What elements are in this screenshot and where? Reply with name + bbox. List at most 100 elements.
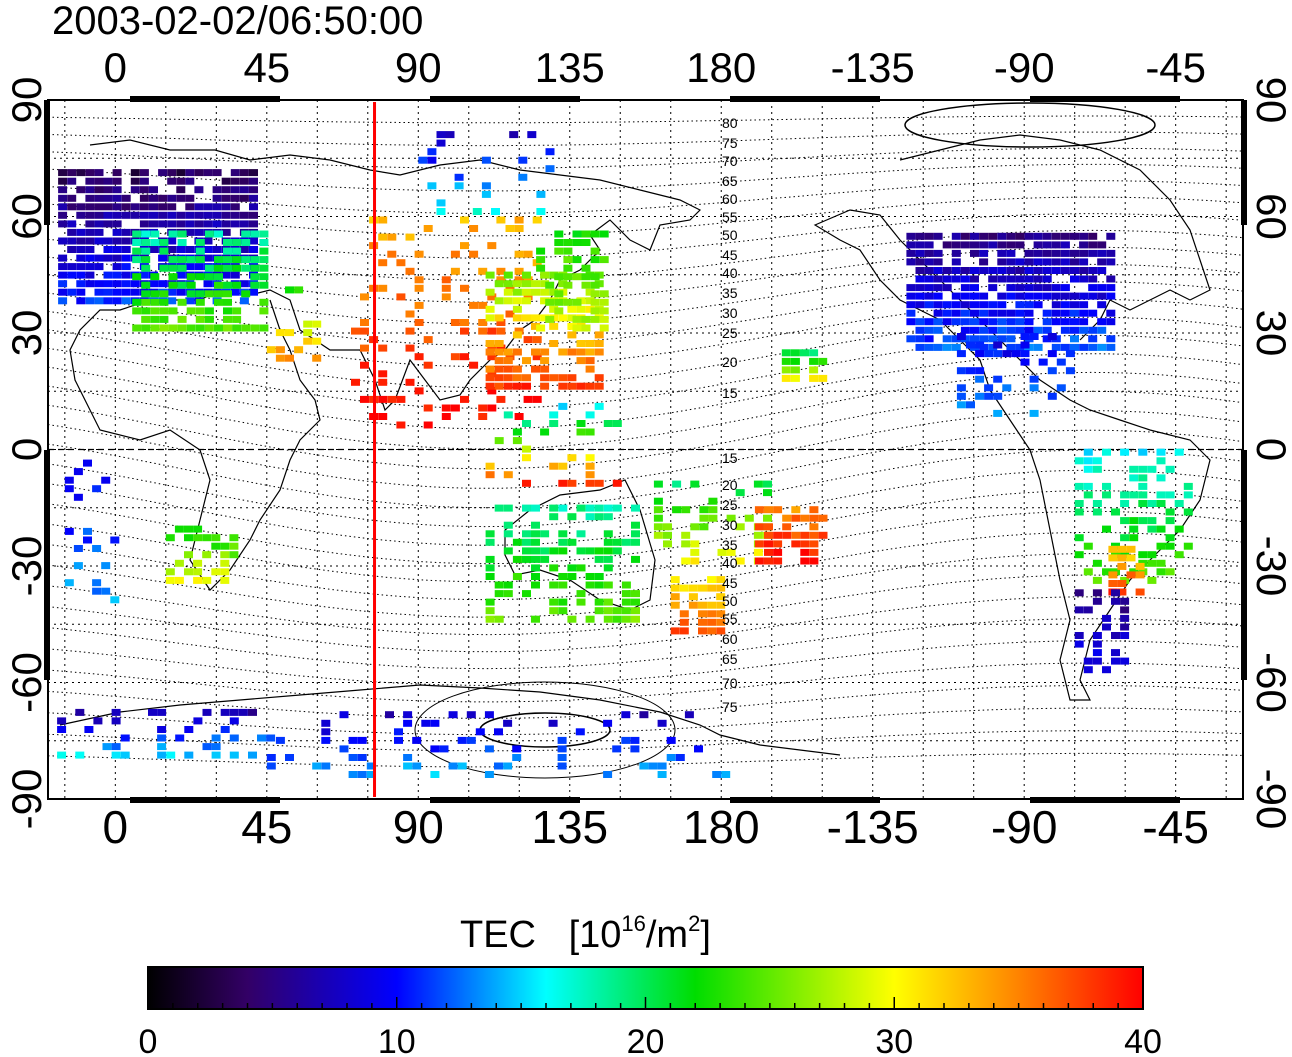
tec-cell [214, 273, 223, 281]
tec-cell [157, 751, 167, 759]
tec-cell [549, 504, 559, 512]
tec-cell [933, 258, 943, 266]
tec-cell [809, 357, 819, 365]
tec-cell [540, 288, 550, 296]
tec-cell [67, 246, 77, 253]
tec-cell [997, 275, 1007, 283]
tec-cell [75, 708, 85, 716]
contour-label: 60 [722, 191, 738, 207]
tec-cell [915, 267, 925, 274]
tec-cell [184, 525, 193, 533]
tec-cell [726, 548, 736, 556]
y-tick-label-right: -60 [1248, 652, 1292, 713]
tec-cell [67, 271, 77, 279]
tec-cell [1120, 517, 1130, 525]
tec-cell [184, 726, 194, 733]
tec-cell [121, 211, 131, 219]
contour-label: 50 [722, 593, 738, 609]
tec-cell [487, 293, 497, 301]
tec-cell [540, 314, 550, 322]
tec-cell [112, 177, 122, 185]
tec-cell [567, 513, 577, 521]
tec-cell [503, 365, 513, 373]
tec-cell [679, 610, 689, 618]
tec-cell [1108, 545, 1118, 553]
tec-cell [1111, 597, 1120, 605]
tec-cell [549, 305, 559, 313]
tec-cell [523, 276, 533, 284]
tec-cell [1088, 249, 1098, 257]
tec-cell [1047, 392, 1057, 400]
tec-cell [1088, 284, 1098, 292]
tec-cell [94, 186, 104, 194]
tec-cell [612, 547, 622, 555]
tec-cell [221, 186, 231, 194]
tec-cell [915, 249, 925, 257]
colorbar-title-name: TEC [460, 914, 536, 956]
tec-cell [1083, 657, 1093, 665]
tec-cell [933, 318, 943, 326]
tec-cell [427, 148, 437, 156]
tec-cell [690, 523, 700, 531]
contour-label: 30 [722, 517, 738, 533]
y-tick-label-right: -30 [1248, 536, 1292, 597]
tec-cell [1165, 542, 1175, 550]
tec-cell [1042, 241, 1052, 249]
tec-cell [149, 246, 158, 253]
tec-cell [239, 177, 249, 185]
tec-cell [663, 540, 672, 548]
x-tick-label-bottom: 0 [103, 801, 129, 853]
tec-cell [545, 148, 555, 156]
tec-cell [764, 523, 773, 531]
tec-cell [924, 249, 934, 257]
tec-cell [576, 564, 586, 572]
tec-cell [448, 762, 458, 770]
tec-cell [997, 326, 1007, 334]
tec-cell [1015, 284, 1025, 292]
tec-cell [1129, 534, 1139, 542]
tec-cell [984, 384, 994, 392]
tec-cell [558, 479, 568, 487]
tec-cell [670, 627, 680, 635]
tec-cell [1060, 267, 1070, 274]
tec-cell [575, 728, 585, 736]
tec-cell [494, 615, 504, 623]
tec-cell [485, 462, 495, 470]
colorbar-tick-label: 30 [875, 1023, 913, 1057]
tec-cell [1165, 534, 1175, 542]
tec-cell [754, 540, 764, 548]
tec-cell [223, 239, 232, 246]
tec-cell [1074, 551, 1084, 559]
tec-cell [112, 297, 122, 305]
tec-cell [522, 420, 531, 427]
tec-cell [321, 719, 331, 727]
tec-cell [698, 627, 707, 635]
tec-cell [790, 374, 800, 382]
y-tick-label-left: -90 [3, 769, 50, 830]
tec-cell [549, 411, 559, 419]
tec-cell [1117, 545, 1127, 553]
tec-cell [121, 203, 131, 211]
tec-cell [403, 762, 413, 770]
tec-cell [450, 267, 460, 275]
tec-cell [58, 254, 68, 262]
tec-cell [540, 382, 550, 390]
tec-cell [141, 290, 151, 298]
tec-cell [472, 208, 482, 215]
tec-cell [1102, 614, 1111, 622]
tec-cell [522, 314, 531, 322]
colorbar-unit-sq: 2 [688, 911, 700, 936]
tec-cell [773, 540, 783, 548]
tec-cell [1006, 335, 1016, 343]
tec-cell [204, 230, 214, 238]
contour-line [48, 531, 1243, 601]
tec-cell [1006, 267, 1016, 274]
tec-cell [585, 428, 595, 436]
tec-cell [906, 241, 916, 249]
tec-cell [956, 384, 966, 392]
tec-cell [249, 177, 258, 185]
tec-cell [585, 305, 595, 313]
tec-cell [1015, 309, 1025, 317]
tec-cell [445, 131, 455, 139]
tec-cell [94, 177, 104, 185]
